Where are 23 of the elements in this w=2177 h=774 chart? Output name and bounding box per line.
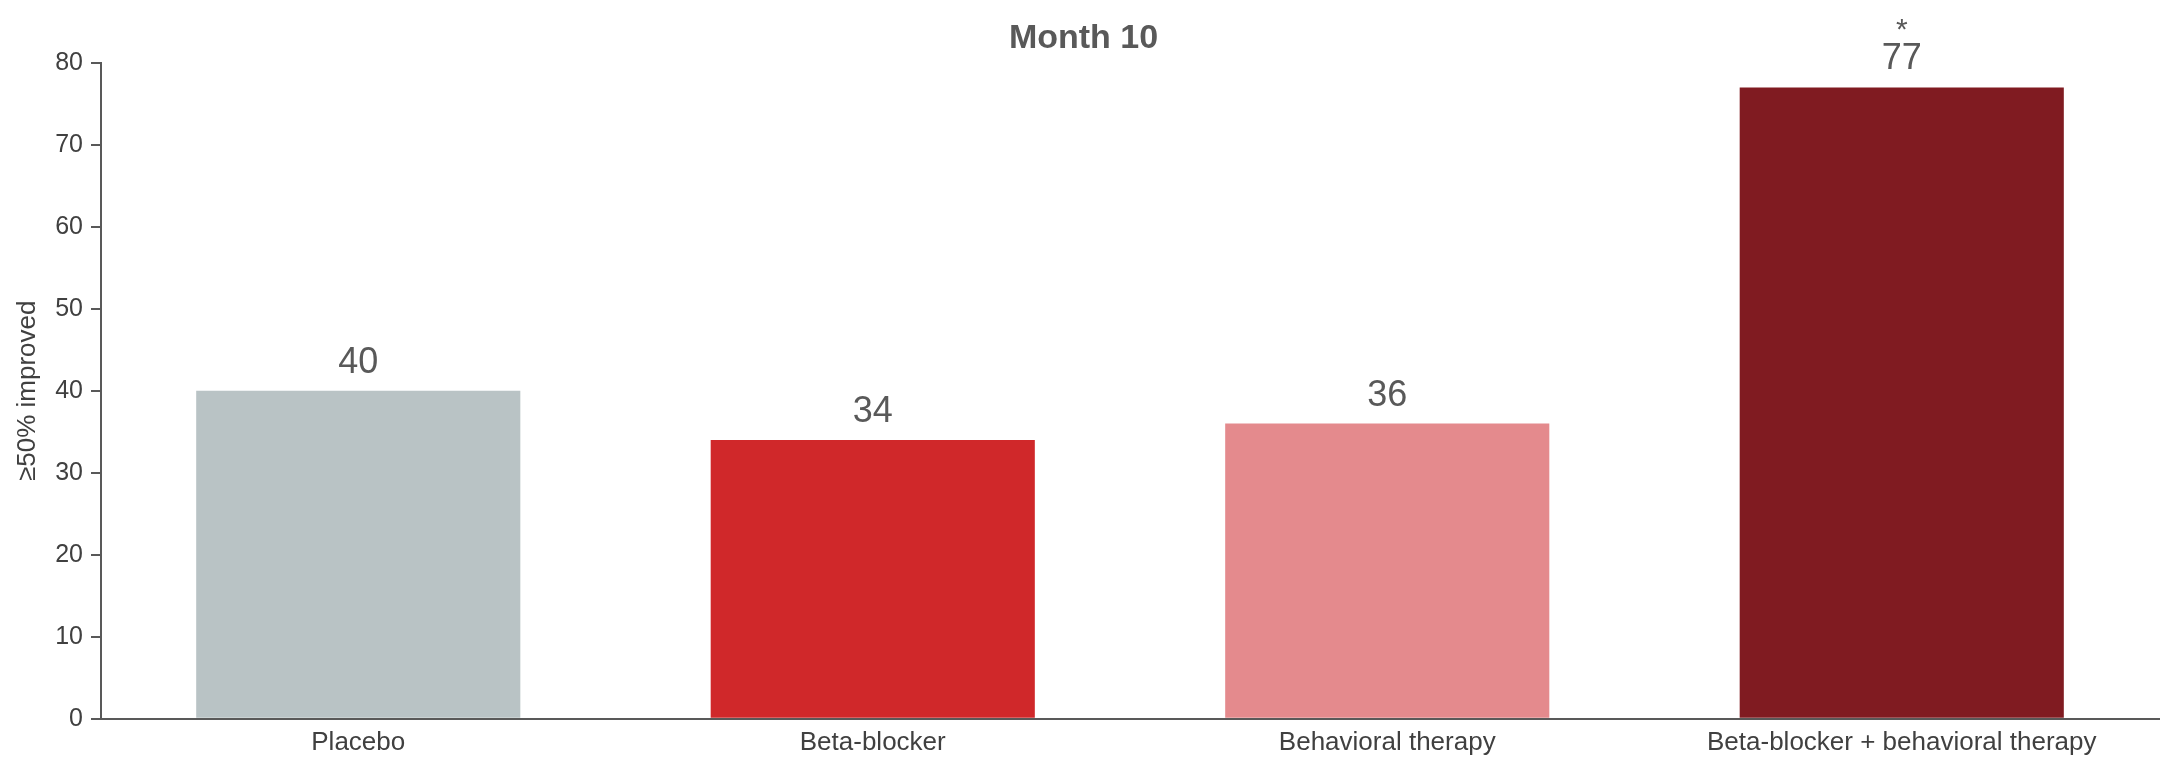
- x-tick-label: Behavioral therapy: [1278, 725, 1496, 756]
- y-tick-label: 10: [55, 620, 84, 649]
- bar: [1739, 87, 2064, 718]
- y-tick-label: 30: [55, 456, 84, 485]
- y-tick-label: 60: [55, 210, 84, 239]
- data-label: 40: [338, 339, 379, 381]
- y-tick-label: 80: [55, 46, 84, 75]
- y-tick-label: 70: [55, 128, 84, 157]
- x-tick-label: Placebo: [311, 725, 406, 756]
- y-tick-label: 40: [55, 374, 84, 403]
- data-label: 34: [852, 388, 893, 430]
- bar: [196, 390, 521, 718]
- y-tick-label: 0: [69, 702, 84, 731]
- y-axis-title: ≥50% improved: [10, 300, 41, 482]
- bar: [1225, 423, 1550, 718]
- y-tick-label: 20: [55, 538, 84, 567]
- x-tick-label: Beta-blocker + behavioral therapy: [1706, 725, 2097, 756]
- x-tick-label: Beta-blocker: [799, 725, 947, 756]
- y-tick-label: 50: [55, 292, 84, 321]
- data-label: 77: [1881, 36, 1922, 78]
- bar: [710, 440, 1035, 718]
- chart-title: Month 10: [1008, 16, 1159, 55]
- data-label: 36: [1367, 372, 1408, 414]
